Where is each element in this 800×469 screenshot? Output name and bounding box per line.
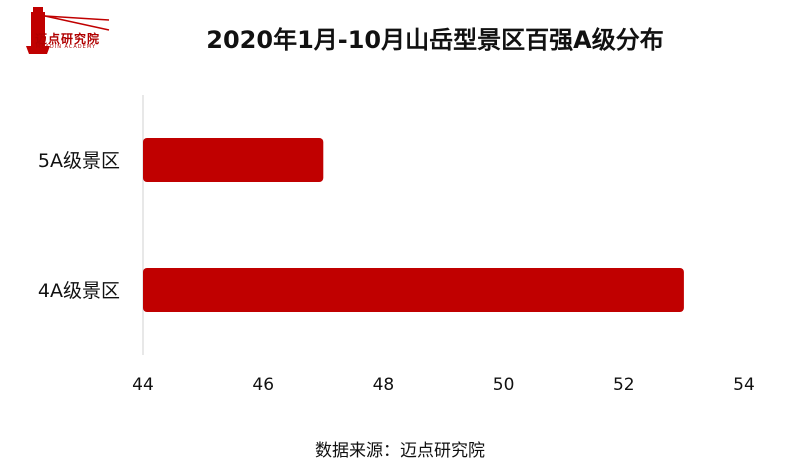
category-label-1: 4A级景区 [38, 280, 120, 302]
x-tick-label-5: 54 [733, 375, 755, 395]
category-label-0: 5A级景区 [38, 150, 120, 172]
x-tick-label-4: 52 [613, 375, 635, 395]
brand-name: 迈点研究院 [35, 32, 101, 46]
x-tick-label-2: 48 [373, 375, 395, 395]
brand-tagline: MEADIN ACADEMY [36, 44, 97, 50]
chart-title: 2020年1月-10月山岳型景区百强A级分布 [206, 26, 664, 54]
bar-0 [143, 138, 324, 182]
x-tick-label-3: 50 [493, 375, 515, 395]
brand-logo [26, 7, 110, 54]
bar-1 [143, 268, 684, 312]
data-source-note: 数据来源：迈点研究院 [315, 441, 485, 461]
lighthouse-icon [26, 7, 110, 54]
x-tick-label-0: 44 [132, 375, 154, 395]
x-tick-label-1: 46 [252, 375, 274, 395]
